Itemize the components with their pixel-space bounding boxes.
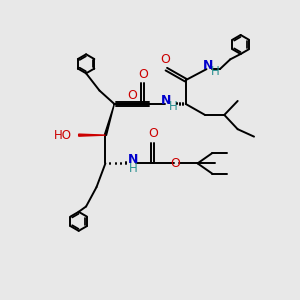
Text: N: N: [128, 153, 138, 166]
Text: H: H: [128, 162, 137, 175]
Text: O: O: [148, 127, 158, 140]
Text: N: N: [203, 59, 213, 72]
Text: HO: HO: [54, 129, 72, 142]
Polygon shape: [104, 104, 114, 135]
Text: H: H: [210, 65, 219, 78]
Text: O: O: [170, 157, 180, 170]
Text: O: O: [138, 68, 148, 81]
Text: H: H: [169, 100, 177, 113]
Text: O: O: [160, 53, 170, 66]
Polygon shape: [79, 134, 105, 136]
Text: O: O: [127, 89, 137, 102]
Text: N: N: [161, 94, 172, 107]
